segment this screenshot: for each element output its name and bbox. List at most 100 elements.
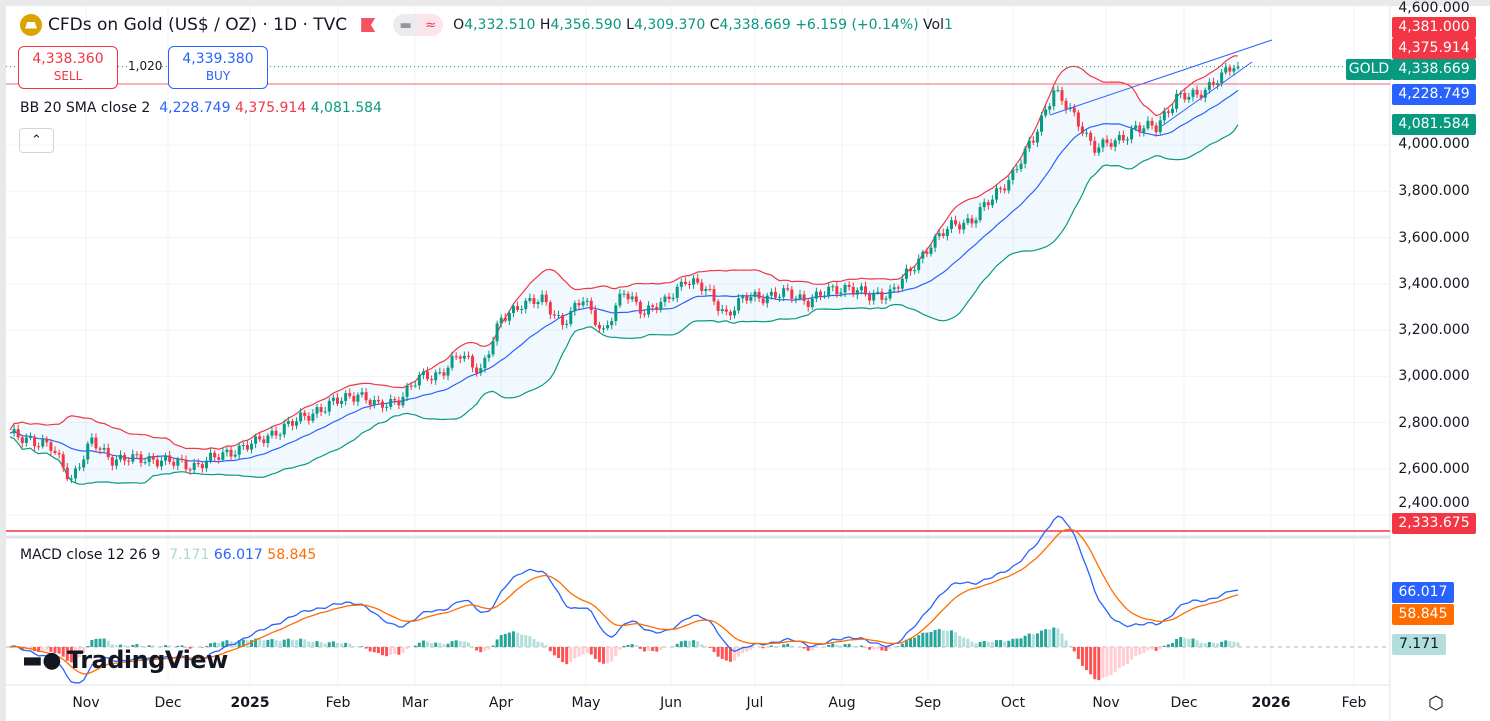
candle [1162,111,1166,121]
macd-histogram-bar [966,638,970,647]
macd-histogram-bar [1150,647,1154,650]
candle [262,439,266,444]
candle [835,286,839,295]
macd-histogram-bar [925,632,929,647]
flag-icon[interactable] [361,18,376,32]
candle [880,291,884,300]
candle [37,446,41,448]
candle [909,268,913,272]
macd-histogram-bar [344,642,348,647]
candle [798,294,802,299]
macd-histogram-bar [855,646,859,647]
candle [442,372,446,376]
macd-histogram-bar [176,645,180,647]
macd-histogram-bar [1146,647,1150,651]
candle [1175,93,1179,109]
macd-histogram-bar [135,644,139,647]
candle [78,467,82,469]
macd-histogram-bar [687,640,691,647]
market-status[interactable]: ▬ ≈ [393,14,444,36]
time-tick: Oct [1000,695,1026,711]
macd-histogram-bar [745,647,749,652]
candle [921,251,925,259]
candle [123,454,127,461]
macd-histogram-bar [372,647,376,653]
candle [295,421,299,426]
candle [360,392,364,395]
candle [982,202,986,208]
candle [151,455,155,460]
candle [757,291,761,299]
candle [1154,125,1158,133]
macd-histogram-bar [1130,647,1134,660]
candle [532,298,536,305]
macd-histogram-bar [119,644,123,647]
macd-histogram-bar [1199,642,1203,647]
macd-histogram-bar [454,640,458,647]
settings-icon[interactable]: ⬡ [1428,693,1444,714]
macd-histogram-bar [131,644,135,647]
candle [33,436,37,447]
candle [544,294,548,303]
candle [94,437,98,449]
macd-histogram-bar [1064,640,1068,647]
candle [405,385,409,397]
candle [876,291,880,293]
candle [630,296,634,300]
macd-histogram-bar [941,630,945,647]
macd-histogram-bar [458,640,462,647]
candle [778,296,782,298]
tradingview-logo[interactable]: ▬● TradingView [22,646,228,674]
candle [647,305,651,315]
candle [475,367,479,374]
candle [524,300,528,309]
macd-histogram-bar [303,639,307,647]
sell-button[interactable]: 4,338.360 SELL [18,46,118,89]
macd-histogram-bar [106,640,110,647]
candle [86,443,90,460]
macd-histogram-bar [45,647,49,651]
candle [69,478,73,480]
macd-histogram-bar [655,647,659,652]
collapse-legend-button[interactable]: ⌃ [19,128,54,153]
candle [229,449,233,457]
candle [720,309,724,312]
macd-histogram-bar [323,643,327,647]
macd-histogram-bar [335,642,339,647]
macd-histogram-bar [859,645,863,647]
candle [438,372,442,374]
candle [49,442,53,451]
bb-legend: BB 20 SMA close 2 4,228.749 4,375.914 4,… [20,100,382,116]
buy-button[interactable]: 4,339.380 BUY [168,46,268,89]
candle [1158,120,1162,133]
candle [868,294,872,301]
macd-histogram-bar [1093,647,1097,680]
candle [45,439,49,443]
macd-histogram-bar [274,640,278,647]
candle [1183,93,1187,100]
candle [270,430,274,436]
candle [679,281,683,287]
macd-histogram-bar [1207,642,1211,647]
macd-histogram-bar [487,647,491,650]
price-tick: 2,600.000 [1398,460,1470,477]
macd-histogram-bar [511,631,515,647]
macd-histogram-bar [1138,647,1142,655]
macd-histogram-bar [1101,647,1105,678]
candle [507,313,511,321]
macd-histogram-bar [716,647,720,657]
symbol-title[interactable]: CFDs on Gold (US$ / OZ) · 1D · TVC [48,15,348,35]
candle [389,398,393,407]
macd-histogram-bar [994,640,998,647]
macd-line [9,515,1239,684]
macd-histogram-bar [1117,647,1121,669]
candle [945,229,949,237]
macd-histogram-bar [659,647,663,651]
macd-histogram-bar [962,637,966,647]
candle [986,202,990,206]
macd-histogram-bar [123,645,127,647]
macd-histogram-bar [1232,641,1236,647]
candle [1142,128,1146,133]
candle [638,301,642,314]
